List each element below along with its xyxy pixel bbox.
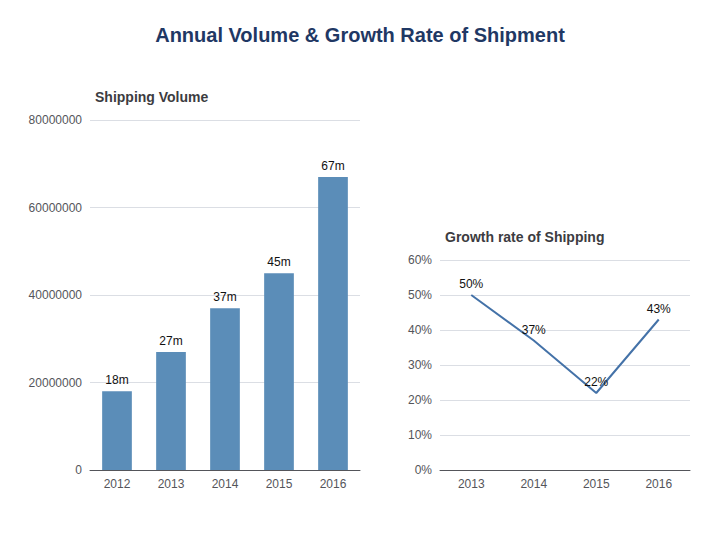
svg-text:37m: 37m	[213, 290, 236, 304]
svg-text:2016: 2016	[320, 477, 347, 491]
svg-text:20000000: 20000000	[29, 376, 83, 390]
svg-text:0%: 0%	[415, 463, 433, 477]
svg-text:Annual Volume & Growth Rate of: Annual Volume & Growth Rate of Shipment	[155, 24, 565, 46]
svg-text:80000000: 80000000	[29, 113, 83, 127]
svg-text:60000000: 60000000	[29, 201, 83, 215]
svg-text:37%: 37%	[522, 323, 546, 337]
svg-text:Growth rate of Shipping: Growth rate of Shipping	[445, 229, 604, 245]
svg-text:45m: 45m	[267, 255, 290, 269]
svg-text:43%: 43%	[647, 302, 671, 316]
svg-text:20%: 20%	[408, 393, 432, 407]
svg-text:2012: 2012	[104, 477, 131, 491]
svg-text:30%: 30%	[408, 358, 432, 372]
svg-text:Shipping Volume: Shipping Volume	[95, 89, 209, 105]
svg-text:2014: 2014	[520, 477, 547, 491]
svg-text:40000000: 40000000	[29, 288, 83, 302]
svg-text:2013: 2013	[458, 477, 485, 491]
svg-text:2016: 2016	[645, 477, 672, 491]
svg-text:2015: 2015	[266, 477, 293, 491]
svg-text:67m: 67m	[321, 159, 344, 173]
svg-text:50%: 50%	[459, 277, 483, 291]
svg-text:50%: 50%	[408, 288, 432, 302]
svg-text:2013: 2013	[158, 477, 185, 491]
svg-text:2014: 2014	[212, 477, 239, 491]
svg-text:60%: 60%	[408, 253, 432, 267]
svg-text:0: 0	[75, 463, 82, 477]
svg-text:2015: 2015	[583, 477, 610, 491]
svg-text:10%: 10%	[408, 428, 432, 442]
svg-text:40%: 40%	[408, 323, 432, 337]
svg-text:18m: 18m	[105, 373, 128, 387]
svg-text:27m: 27m	[159, 334, 182, 348]
svg-text:22%: 22%	[584, 375, 608, 389]
